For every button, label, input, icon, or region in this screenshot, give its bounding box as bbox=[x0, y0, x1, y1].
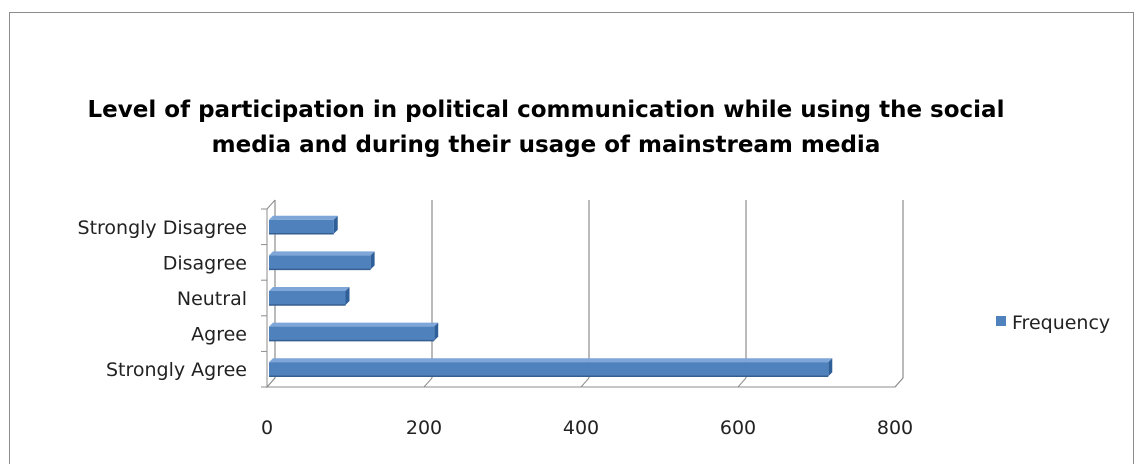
bar bbox=[269, 291, 346, 305]
bar-top bbox=[269, 251, 375, 256]
bar bbox=[269, 219, 334, 234]
floor-gridline bbox=[266, 377, 276, 388]
bar-top bbox=[269, 358, 833, 363]
x-tick-label: 600 bbox=[720, 417, 756, 439]
chart-title-line-2: media and during their usage of mainstre… bbox=[212, 132, 881, 158]
floor-gridline bbox=[737, 377, 747, 388]
bar bbox=[269, 326, 435, 341]
floor-gridline bbox=[894, 377, 904, 388]
legend: Frequency bbox=[996, 312, 1110, 334]
floor-gridline bbox=[423, 377, 433, 388]
legend-label-frequency: Frequency bbox=[1012, 312, 1110, 334]
y-tick-label: Strongly Disagree bbox=[78, 217, 247, 239]
bar bbox=[269, 255, 371, 270]
x-tick-label: 0 bbox=[261, 417, 273, 439]
y-tick-label: Disagree bbox=[163, 252, 247, 274]
plot-area: 0 200 400 600 800 Strongly Disagree Disagree Ne… bbox=[78, 199, 913, 439]
chart-title-line-1: Level of participation in political comm… bbox=[88, 97, 1005, 123]
bar-top bbox=[269, 322, 439, 327]
bar-end bbox=[828, 358, 833, 377]
chart-frame bbox=[9, 12, 1134, 464]
bar-end bbox=[434, 322, 439, 341]
y-tick-label: Neutral bbox=[177, 288, 247, 310]
bar-end bbox=[333, 215, 338, 234]
legend-swatch-frequency bbox=[996, 316, 1006, 326]
bar-end bbox=[370, 251, 375, 270]
y-tick-label: Agree bbox=[191, 324, 247, 346]
y-tick-label: Strongly Agree bbox=[106, 359, 247, 381]
bar-top bbox=[269, 215, 338, 220]
x-tick-label: 200 bbox=[406, 417, 442, 439]
x-tick-label: 800 bbox=[877, 417, 913, 439]
bar-top bbox=[269, 287, 350, 291]
bar bbox=[269, 362, 829, 377]
x-tick-label: 400 bbox=[563, 417, 599, 439]
bar-end bbox=[345, 287, 350, 305]
floor-gridline bbox=[580, 377, 590, 388]
